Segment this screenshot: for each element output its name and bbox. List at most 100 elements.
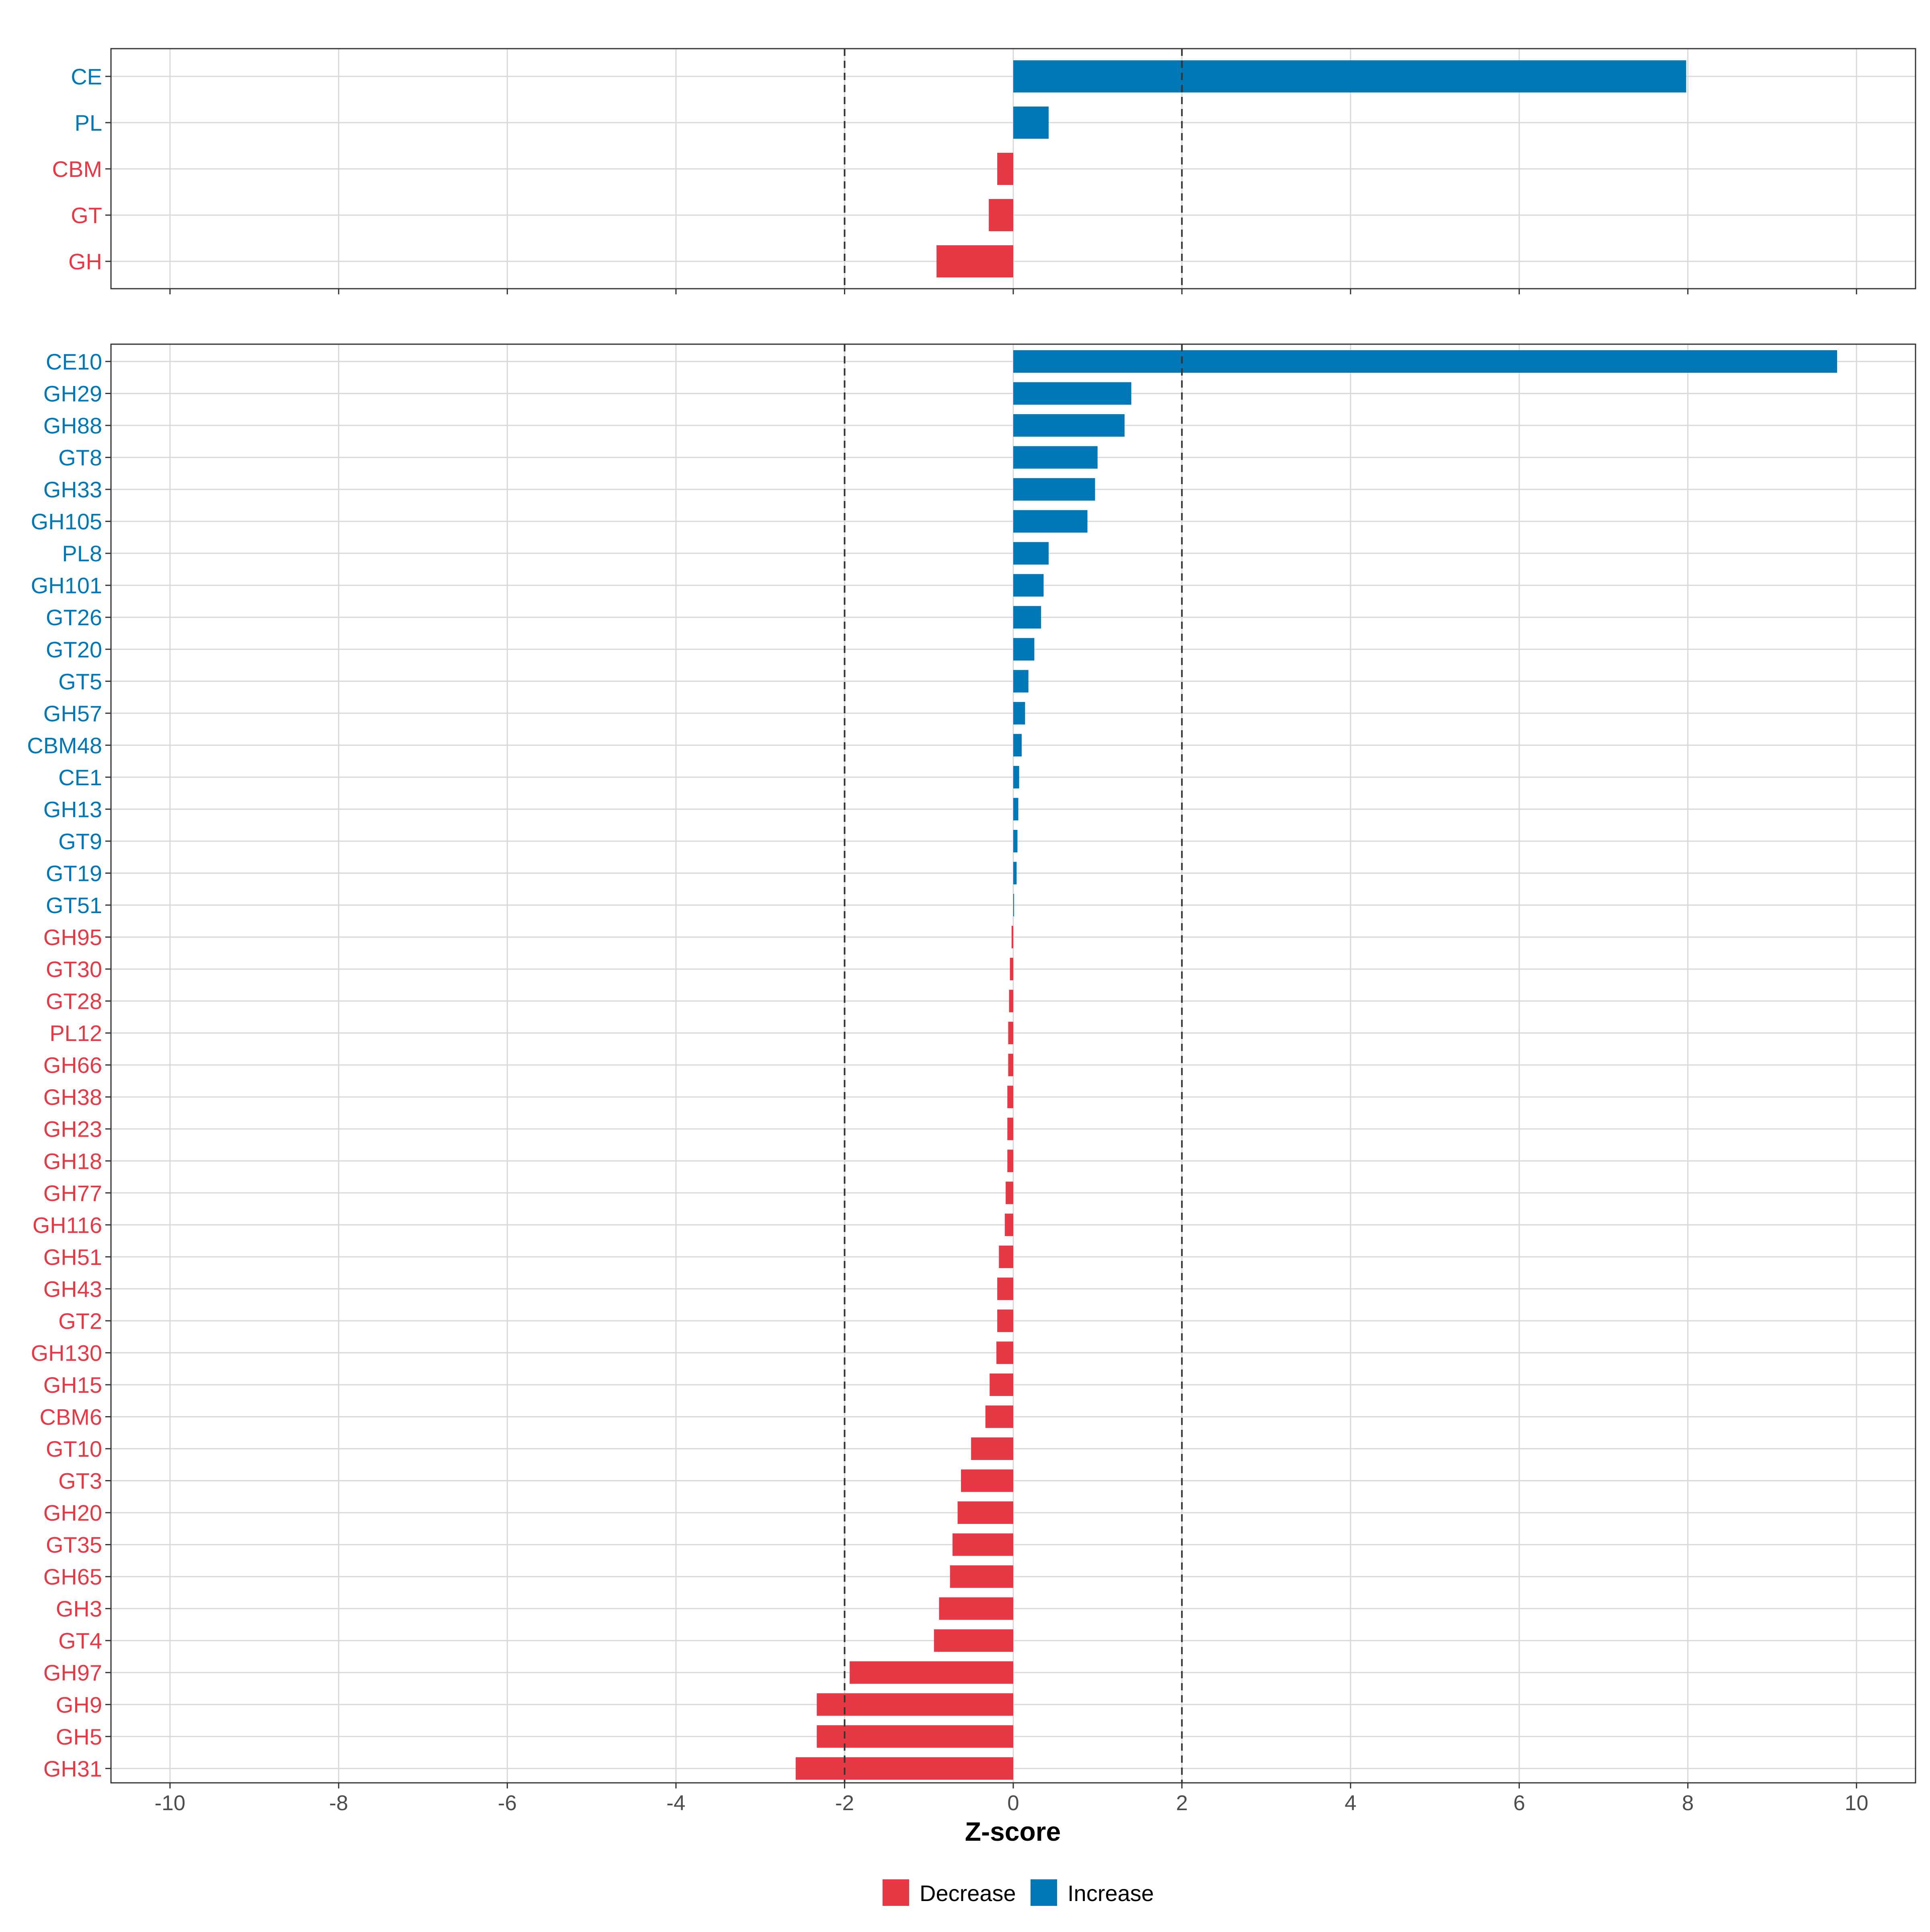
legend-key-decrease [883, 1879, 909, 1906]
bar-cbm [997, 153, 1013, 185]
y-tick-label-ce: CE [71, 64, 102, 89]
y-tick-label-pl12: PL12 [49, 1020, 102, 1046]
y-tick-label-cbm: CBM [52, 156, 102, 182]
y-tick-label-gh13: GH13 [43, 797, 102, 822]
y-tick-label-gh101: GH101 [31, 573, 102, 598]
bar-gt19 [1013, 862, 1017, 885]
legend-key-increase [1031, 1879, 1057, 1906]
x-tick-label--8: -8 [329, 1791, 348, 1815]
x-tick-label-8: 8 [1682, 1791, 1694, 1815]
bar-cbm48 [1013, 734, 1022, 757]
y-tick-label-gh43: GH43 [43, 1276, 102, 1302]
bar-gh3 [939, 1597, 1013, 1620]
y-tick-label-gh97: GH97 [43, 1660, 102, 1686]
bar-gt5 [1013, 670, 1029, 693]
y-tick-label-gt19: GT19 [46, 860, 102, 886]
y-tick-label-gh66: GH66 [43, 1053, 102, 1078]
y-tick-label-gt3: GT3 [58, 1468, 102, 1494]
x-tick-label-0: 0 [1007, 1791, 1019, 1815]
y-tick-label-gh15: GH15 [43, 1372, 102, 1398]
y-tick-label-cbm48: CBM48 [27, 733, 102, 758]
y-tick-label-gh105: GH105 [31, 509, 102, 534]
bar-gt30 [1010, 958, 1013, 981]
bar-gh65 [950, 1565, 1013, 1588]
bar-gh9 [817, 1693, 1013, 1716]
panel-bottom: CE10GH29GH88GT8GH33GH105PL8GH101GT26GT20… [27, 343, 1916, 1815]
x-tick-label--10: -10 [154, 1791, 185, 1815]
panel-top: CE PL CBM GT GH [52, 48, 1916, 294]
bar-gt2 [997, 1309, 1013, 1332]
bar-cbm6 [985, 1405, 1013, 1428]
y-tick-label-gt: GT [71, 203, 102, 228]
y-tick-label-gt51: GT51 [46, 893, 102, 918]
bar-gh38 [1007, 1086, 1013, 1109]
bar-gh95 [1011, 926, 1013, 949]
bar-ce10 [1013, 350, 1837, 373]
bar-gh105 [1013, 510, 1088, 533]
bar-gh51 [999, 1245, 1013, 1268]
bar-gt28 [1009, 990, 1013, 1012]
bar-gt8 [1013, 446, 1098, 469]
bar-gh [936, 245, 1013, 277]
y-tick-label-gh57: GH57 [43, 701, 102, 726]
legend-label-increase: Increase [1068, 1881, 1154, 1906]
y-tick-label-gt5: GT5 [58, 669, 102, 694]
bar-ce [1013, 60, 1686, 92]
bar-gh57 [1013, 702, 1025, 725]
bar-gh77 [1006, 1181, 1013, 1204]
y-tick-label-gh51: GH51 [43, 1244, 102, 1270]
y-tick-label-gt10: GT10 [46, 1436, 102, 1462]
y-tick-label-gh23: GH23 [43, 1117, 102, 1142]
bar-gt51 [1013, 894, 1014, 917]
y-tick-label-gt28: GT28 [46, 989, 102, 1014]
y-tick-label-gh18: GH18 [43, 1148, 102, 1174]
bar-gh88 [1013, 414, 1125, 437]
y-tick-label-pl: PL [75, 110, 103, 136]
y-tick-label-gh88: GH88 [43, 413, 102, 438]
y-tick-label-gh31: GH31 [43, 1756, 102, 1781]
bar-gt26 [1013, 606, 1041, 629]
bar-pl [1013, 107, 1049, 139]
y-tick-label-gt8: GT8 [58, 445, 102, 470]
y-tick-label-gt26: GT26 [46, 605, 102, 630]
bar-gh101 [1013, 574, 1044, 597]
bar-gh43 [997, 1277, 1013, 1300]
bar-gh116 [1005, 1213, 1013, 1236]
bar-gh130 [996, 1341, 1013, 1364]
x-tick-label--6: -6 [498, 1791, 517, 1815]
legend: Decrease Increase [883, 1879, 1154, 1906]
bar-gh66 [1008, 1053, 1013, 1076]
x-axis-title: Z-score [965, 1817, 1061, 1846]
bar-gh29 [1013, 382, 1131, 405]
bar-gh13 [1013, 798, 1018, 821]
panels: CEPLCBMGTGHCE10GH29GH88GT8GH33GH105PL8GH… [27, 48, 1916, 1815]
bar-gt35 [953, 1533, 1013, 1556]
y-tick-label-cbm6: CBM6 [39, 1404, 102, 1429]
y-tick-label-pl8: PL8 [62, 541, 102, 566]
bar-gt [989, 199, 1013, 231]
bar-pl12 [1008, 1022, 1013, 1045]
bar-gt4 [934, 1629, 1013, 1652]
x-tick-label-4: 4 [1345, 1791, 1356, 1815]
bar-pl8 [1013, 542, 1049, 565]
y-tick-label-gh65: GH65 [43, 1564, 102, 1589]
y-tick-label-gt2: GT2 [58, 1308, 102, 1334]
bar-gh18 [1007, 1150, 1013, 1172]
y-tick-label-gh130: GH130 [31, 1340, 102, 1365]
x-tick-label--2: -2 [835, 1791, 854, 1815]
y-tick-label-gt30: GT30 [46, 957, 102, 982]
bar-gh23 [1007, 1117, 1013, 1140]
y-tick-label-ce1: CE1 [58, 765, 102, 790]
bar-gh97 [850, 1661, 1013, 1684]
x-tick-label--4: -4 [667, 1791, 686, 1815]
bar-gh31 [795, 1757, 1013, 1780]
x-tick-label-10: 10 [1845, 1791, 1868, 1815]
y-tick-label-ce10: CE10 [46, 349, 102, 374]
y-tick-label-gh29: GH29 [43, 381, 102, 407]
bar-gt9 [1013, 829, 1018, 852]
bar-gh33 [1013, 478, 1095, 501]
bar-gh20 [957, 1501, 1013, 1524]
y-tick-label-gh38: GH38 [43, 1084, 102, 1110]
y-tick-label-gh3: GH3 [56, 1596, 102, 1622]
